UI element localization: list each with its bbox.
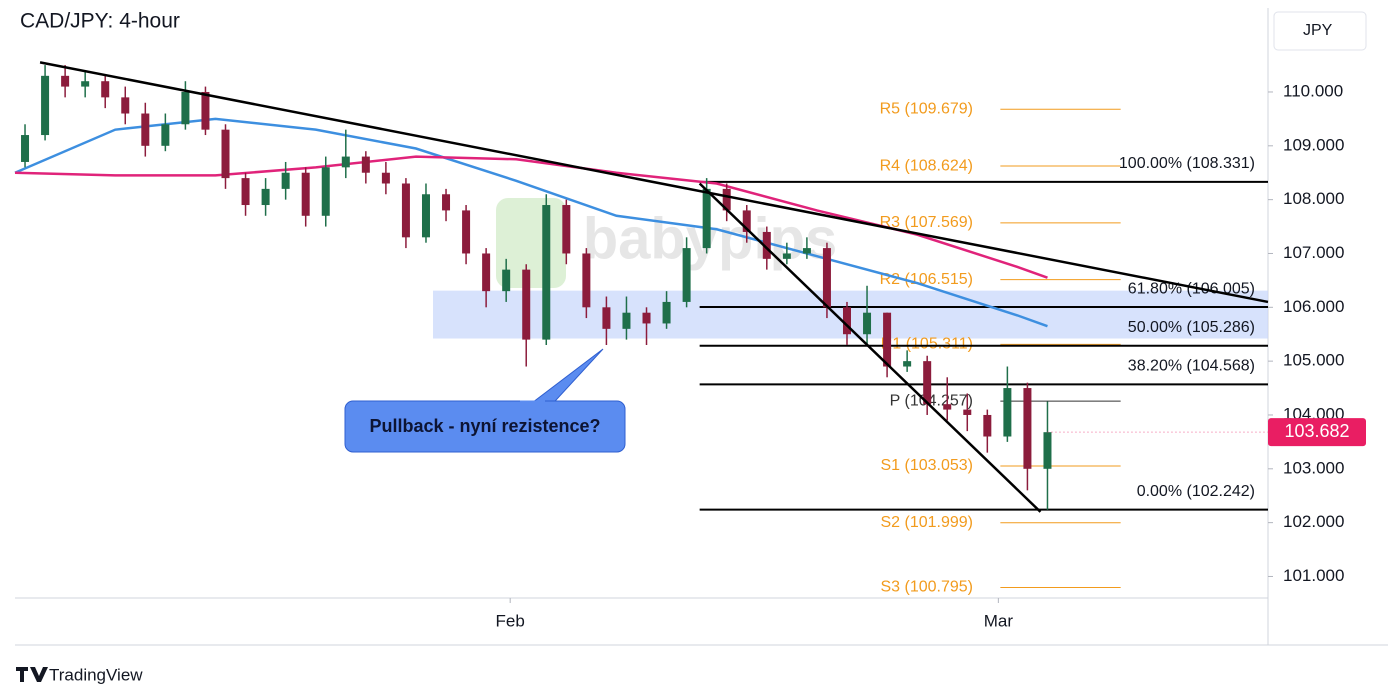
candle-body: [1043, 432, 1052, 469]
candle-body: [1023, 388, 1032, 469]
pivot-label: R3 (107.569): [880, 214, 973, 231]
last-price-box: [1268, 418, 1366, 447]
candle-body: [883, 312, 892, 367]
candle-body: [241, 178, 250, 206]
candle-body: [341, 156, 350, 168]
y-tick-label: 107.000: [1283, 243, 1344, 262]
pivot-label: R5 (109.679): [880, 100, 973, 117]
candle-body: [662, 301, 671, 324]
candle-body: [401, 183, 410, 238]
brand-icon: [16, 667, 48, 682]
candle-body: [782, 253, 791, 259]
candle-body: [421, 194, 430, 238]
candle-body: [81, 81, 90, 87]
candle-body: [562, 205, 571, 254]
fib-label: 0.00% (102.242): [1137, 483, 1255, 500]
candle-body: [221, 129, 230, 179]
y-tick-label: 103.000: [1283, 458, 1344, 477]
axis-label: JPY: [1303, 22, 1333, 39]
pivot-label: S2 (101.999): [880, 514, 973, 531]
candle-body: [742, 210, 751, 232]
candle-body: [502, 269, 511, 292]
trendline: [39, 61, 1269, 304]
candle-body: [943, 404, 952, 410]
brand-logo: [16, 667, 48, 682]
candle-body: [923, 361, 932, 405]
candle-body: [863, 312, 872, 335]
y-tick-label: 108.000: [1283, 189, 1344, 208]
y-tick-label: 105.000: [1283, 351, 1344, 370]
fib-label: 38.20% (104.568): [1128, 358, 1255, 375]
y-tick-label: 106.000: [1283, 297, 1344, 316]
candle-body: [21, 135, 30, 162]
last-price-label: 103.682: [1284, 421, 1349, 441]
candle-body: [482, 253, 491, 292]
candle-body: [281, 172, 290, 189]
axis-label-box[interactable]: [1273, 11, 1367, 51]
candle-body: [822, 248, 831, 308]
callout-text: Pullback - nyní rezistence?: [369, 416, 600, 436]
candle-body: [121, 97, 130, 114]
candle-body: [682, 248, 691, 302]
candle-body: [321, 167, 330, 216]
y-tick-label: 109.000: [1283, 135, 1344, 154]
trendline: [698, 182, 1042, 513]
candle-body: [41, 75, 50, 136]
callout-box: [344, 400, 626, 453]
pivot-label: S3 (100.795): [880, 579, 973, 596]
fib-label: 100.00% (108.331): [1119, 155, 1255, 172]
candle-body: [442, 194, 451, 211]
candle-body: [762, 231, 771, 259]
candle-body: [61, 75, 70, 87]
candle-body: [722, 188, 731, 211]
candle-body: [381, 172, 390, 184]
candle-body: [1003, 388, 1012, 437]
candle-body: [462, 210, 471, 254]
brand: TradingView: [49, 665, 143, 684]
x-tick-label: Feb: [496, 611, 525, 630]
candle-body: [161, 124, 170, 146]
candle-body: [642, 312, 651, 324]
chart-title: CAD/JPY: 4-hour: [20, 10, 180, 33]
candle-body: [903, 361, 912, 367]
pivot-label: R2 (106.515): [880, 271, 973, 288]
main-layer: R5 (109.679) R4 (108.624) R3 (107.569) R2 (…: [14, 61, 1269, 596]
pivot-label: P (104.257): [890, 392, 973, 409]
pivot-label: S1 (103.053): [880, 457, 973, 474]
y-tick-label: 102.000: [1283, 512, 1344, 531]
pivot-label: R1 (105.311): [881, 336, 973, 353]
candle-body: [261, 188, 270, 206]
fib-label: 50.00% (105.286): [1128, 319, 1255, 336]
candle-body: [602, 307, 611, 329]
moving-average: [14, 117, 1048, 328]
candle-body: [582, 253, 591, 308]
candle-body: [181, 91, 190, 125]
candle-body: [702, 188, 711, 249]
candle-body: [622, 312, 631, 329]
candle-body: [301, 172, 310, 216]
candle-body: [542, 205, 551, 340]
y-tick-label: 110.000: [1283, 81, 1343, 100]
y-tick-label: 101.000: [1283, 566, 1344, 585]
candle-body: [141, 113, 150, 146]
candle-body: [522, 269, 531, 340]
candle-body: [201, 91, 210, 130]
candle-body: [963, 409, 972, 415]
candle-body: [361, 156, 370, 173]
x-tick-label: Mar: [984, 611, 1014, 630]
candle-body: [101, 81, 110, 98]
candle-body: [983, 414, 992, 437]
candle-body: [802, 248, 811, 254]
candle-body: [842, 307, 851, 335]
pivot-label: R4 (108.624): [880, 157, 973, 174]
